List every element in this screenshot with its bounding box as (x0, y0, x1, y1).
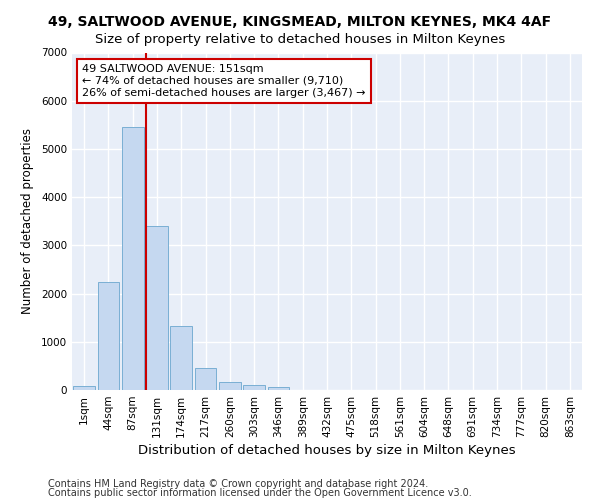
Bar (122, 127, 143, 390)
Bar (97, 282, 119, 390)
Text: 49, SALTWOOD AVENUE, KINGSMEAD, MILTON KEYNES, MK4 4AF: 49, SALTWOOD AVENUE, KINGSMEAD, MILTON K… (49, 15, 551, 29)
Bar (170, 326, 192, 390)
Bar (194, 368, 217, 390)
Bar (268, 387, 289, 390)
Bar (219, 382, 241, 390)
Bar (146, 226, 168, 390)
Text: 49 SALTWOOD AVENUE: 151sqm
← 74% of detached houses are smaller (9,710)
26% of s: 49 SALTWOOD AVENUE: 151sqm ← 74% of deta… (82, 64, 366, 98)
Text: Contains HM Land Registry data © Crown copyright and database right 2024.: Contains HM Land Registry data © Crown c… (48, 479, 428, 489)
Y-axis label: Number of detached properties: Number of detached properties (21, 128, 34, 314)
Bar (243, 385, 265, 390)
Text: Size of property relative to detached houses in Milton Keynes: Size of property relative to detached ho… (95, 32, 505, 46)
Bar (73, 386, 95, 390)
X-axis label: Distribution of detached houses by size in Milton Keynes: Distribution of detached houses by size … (138, 444, 516, 457)
Text: Contains public sector information licensed under the Open Government Licence v3: Contains public sector information licen… (48, 488, 472, 498)
